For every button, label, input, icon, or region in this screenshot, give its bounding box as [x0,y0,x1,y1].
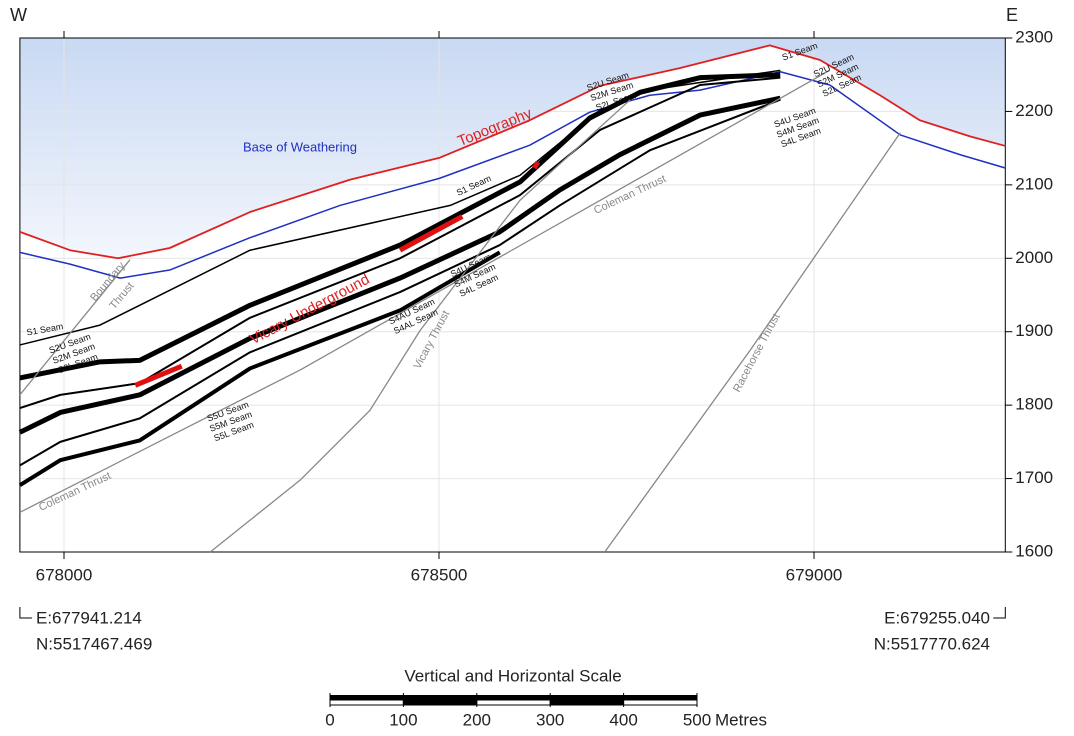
scale-segment [330,695,404,700]
scale-segment [329,699,404,706]
scale-unit: Metres [715,710,767,729]
sky-fill [19,38,1006,259]
section-line [19,76,781,410]
scale-label: 400 [609,710,637,729]
section-line [19,71,1006,279]
y-tick-label: 2300 [1015,27,1053,46]
scale-label: 200 [463,710,491,729]
scale-segment [402,699,478,706]
section-line [134,363,183,388]
section-line [19,98,781,467]
y-tick-label: 2200 [1015,101,1053,120]
scale-label: 100 [389,710,417,729]
section-line [19,259,131,396]
scale-segment [476,699,551,706]
corner-bracket [993,607,1006,619]
corner-coordinate: E:679255.040 [884,608,990,627]
annotation: Coleman Thrust [37,470,113,514]
y-tick-label: 1800 [1015,395,1053,414]
y-tick-label: 1700 [1015,468,1053,487]
section-line [604,132,901,553]
scale-segment [623,699,698,706]
x-tick-label: 679000 [786,565,843,584]
scale-label: 300 [536,710,564,729]
section-line [19,72,781,381]
corner-coordinate: N:5517467.469 [36,634,152,653]
y-tick-label: 1600 [1015,541,1053,560]
y-tick-label: 1900 [1015,321,1053,340]
y-tick-label: 2100 [1015,174,1053,193]
corner-bracket [19,607,32,619]
scale-segment [623,695,697,700]
west-label: W [10,5,27,25]
scale-segment [403,695,477,700]
scale-title: Vertical and Horizontal Scale [404,666,621,685]
section-line [19,69,831,513]
y-tick-label: 2000 [1015,248,1053,267]
scale-segment [476,695,551,700]
annotation: Racehorse Thrust [731,312,783,395]
section-line [19,44,1006,260]
section-line [532,160,541,170]
section-line [398,214,464,253]
corner-coordinate: N:5517770.624 [874,634,990,653]
scale-label: 500 [683,710,711,729]
x-tick-label: 678500 [411,565,468,584]
corner-coordinate: E:677941.214 [36,608,142,627]
annotation: Base of Weathering [243,139,357,154]
east-label: E [1006,5,1018,25]
section-line [18,95,781,435]
scale-segment [549,699,625,706]
annotation: S1 Seam [455,173,493,198]
plot-frame [19,37,1006,553]
x-tick-label: 678000 [36,565,93,584]
section-line [18,250,501,487]
scale-segment [550,695,624,700]
section-line [209,99,631,553]
scale-label: 0 [325,710,334,729]
